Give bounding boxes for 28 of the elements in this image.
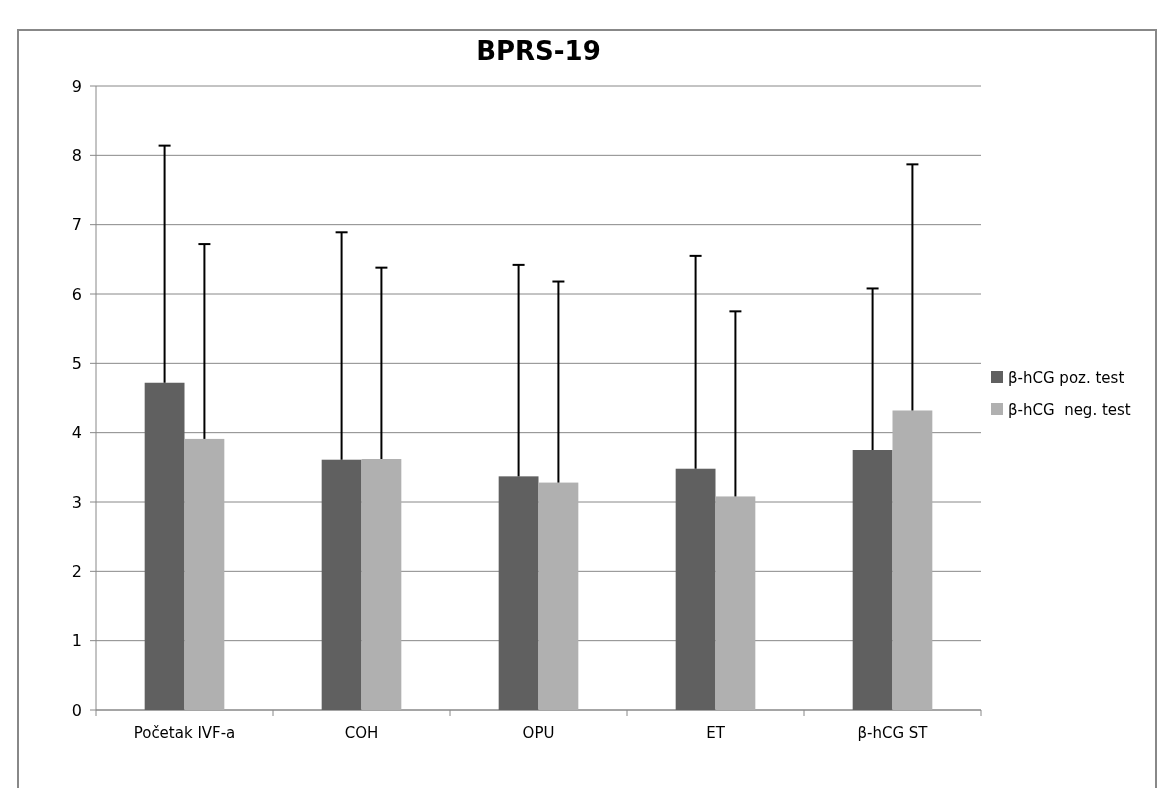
legend-label: β-hCG neg. test [1008,401,1131,420]
x-tick-label: COH [344,724,379,742]
bar [361,459,402,710]
y-tick-label: 0 [71,700,82,720]
bar [144,382,185,710]
y-tick-label: 9 [71,76,82,96]
y-tick-label: 4 [71,423,82,443]
bar [675,468,716,710]
y-tick-label: 1 [71,631,82,651]
bar [498,476,539,710]
bar [852,450,893,710]
y-tick-label: 3 [71,492,82,512]
x-tick-label: Početak IVF-a [133,724,236,742]
y-tick-label: 7 [71,215,82,235]
legend-label: β-hCG poz. test [1008,369,1125,388]
x-tick-label: β-hCG ST [857,724,929,742]
bar [321,459,362,710]
x-tick-label: OPU [522,724,555,742]
bar [715,496,756,710]
y-tick-label: 2 [71,561,82,581]
bar [538,482,579,710]
bar [184,438,225,710]
y-tick-label: 6 [71,284,82,304]
chart-title: BPRS-19 [476,36,601,66]
x-tick-label: ET [706,724,726,742]
bar [892,410,933,710]
y-tick-label: 8 [71,145,82,165]
y-tick-label: 5 [71,353,82,373]
